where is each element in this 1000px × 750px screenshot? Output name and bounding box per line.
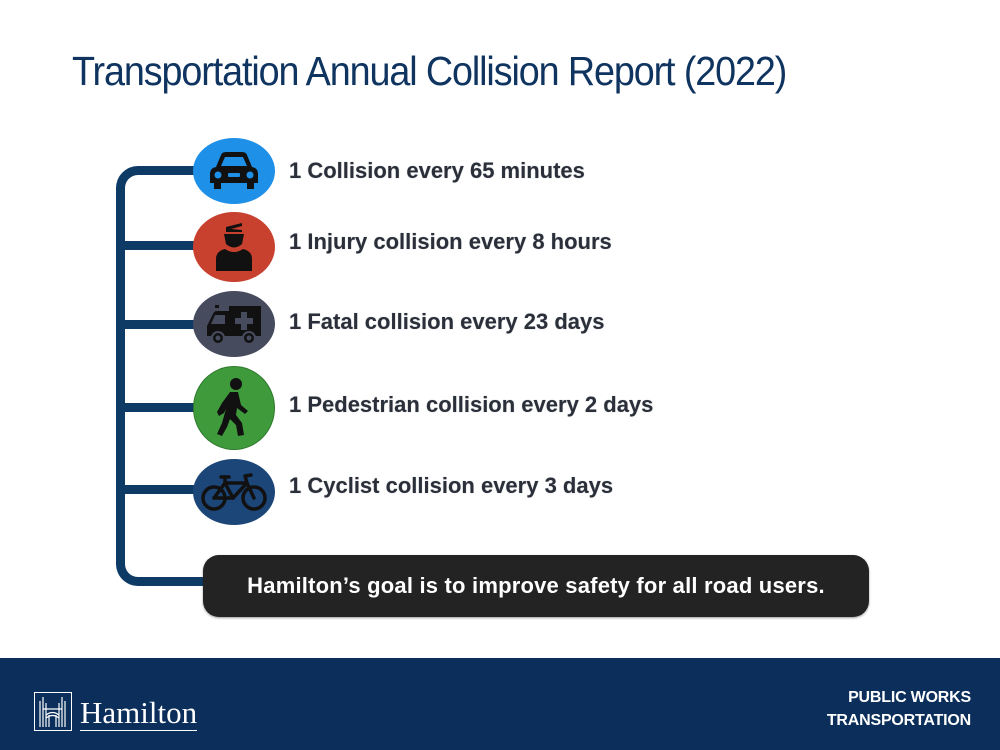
stat-text: 1 Injury collision every 8 hours (289, 229, 612, 254)
footer-bar: Hamilton PUBLIC WORKS TRANSPORTATION (0, 658, 1000, 750)
goal-callout: Hamilton’s goal is to improve safety for… (203, 555, 869, 617)
hamilton-logo-text: Hamilton (80, 695, 198, 731)
department-line-1: PUBLIC WORKS (848, 689, 971, 706)
car-icon (193, 138, 275, 204)
stat-text: 1 Cyclist collision every 3 days (289, 473, 614, 498)
injured-person-icon (193, 212, 275, 282)
stat-text: 1 Fatal collision every 23 days (289, 309, 605, 334)
connector-branch (120, 320, 200, 329)
department-line-2: TRANSPORTATION (826, 712, 971, 729)
connector-branch (120, 403, 200, 412)
connector-branch (120, 485, 200, 494)
hamilton-logo-mark-icon (34, 692, 72, 731)
stat-text: 1 Pedestrian collision every 2 days (289, 392, 654, 417)
connector-trunk (116, 166, 206, 586)
slide-title: Transportation Annual Collision Report (… (72, 48, 787, 94)
connector-branch (120, 241, 200, 250)
hamilton-logo: Hamilton (34, 692, 198, 731)
goal-text: Hamilton’s goal is to improve safety for… (247, 573, 825, 598)
bicycle-icon (193, 459, 275, 525)
ambulance-icon (193, 291, 275, 357)
stat-text: 1 Collision every 65 minutes (289, 158, 585, 183)
department-label: PUBLIC WORKS TRANSPORTATION (827, 686, 971, 732)
pedestrian-icon (193, 366, 275, 450)
